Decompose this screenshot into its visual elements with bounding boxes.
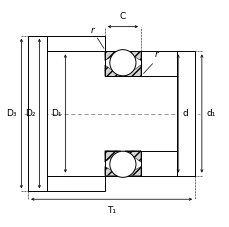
Polygon shape — [125, 65, 140, 76]
Polygon shape — [125, 167, 140, 175]
Circle shape — [109, 50, 135, 76]
Text: d₁: d₁ — [205, 109, 215, 118]
Polygon shape — [47, 36, 104, 52]
Polygon shape — [140, 151, 176, 175]
Polygon shape — [47, 175, 104, 191]
Text: C: C — [119, 12, 125, 21]
Polygon shape — [176, 52, 194, 175]
Text: D₂: D₂ — [25, 109, 36, 118]
Polygon shape — [125, 52, 140, 60]
Circle shape — [109, 151, 135, 177]
Polygon shape — [125, 151, 140, 162]
Polygon shape — [104, 65, 120, 76]
Text: D₃: D₃ — [6, 109, 17, 118]
Polygon shape — [28, 36, 47, 191]
Polygon shape — [104, 151, 120, 162]
Polygon shape — [140, 52, 176, 76]
Polygon shape — [104, 52, 120, 60]
Text: T₁: T₁ — [107, 206, 116, 215]
Text: D₁: D₁ — [51, 109, 62, 118]
Text: d: d — [181, 109, 187, 118]
Text: r: r — [154, 50, 158, 59]
Polygon shape — [104, 167, 120, 175]
Text: r: r — [90, 25, 94, 35]
